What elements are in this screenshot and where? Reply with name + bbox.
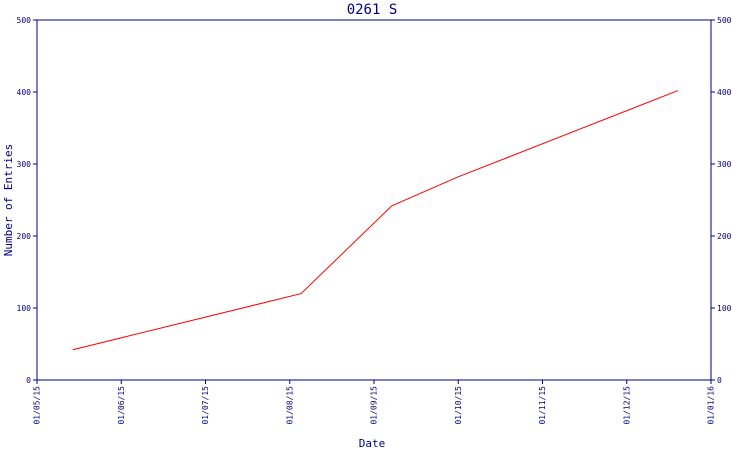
x-tick-label: 01/08/15: [285, 386, 294, 425]
x-tick-label: 01/05/15: [33, 386, 42, 425]
y-tick-label-left: 200: [17, 232, 32, 241]
chart-title: 0261 S: [347, 2, 398, 18]
x-tick-label: 01/11/15: [538, 386, 547, 425]
plot-frame: [36, 19, 712, 381]
x-tick-label: 01/12/15: [622, 386, 631, 425]
y-axis-label: Number of Entries: [2, 144, 15, 257]
x-tick-label: 01/06/15: [117, 386, 126, 425]
series-line-1: [72, 90, 679, 351]
y-tick-label-left: 400: [17, 88, 32, 97]
plot-border: [36, 19, 712, 381]
y-tick-label-left: 100: [17, 304, 32, 313]
y-axis-left: 0 100 200 300 400 500: [17, 16, 37, 385]
y-tick-label-right: 500: [717, 16, 732, 25]
x-axis-label: Date: [359, 437, 386, 450]
y-tick-label-right: 0: [717, 376, 722, 385]
series-layer: [72, 90, 679, 351]
y-tick-label-right: 100: [717, 304, 732, 313]
y-tick-label-right: 400: [717, 88, 732, 97]
x-tick-label: 01/09/15: [370, 386, 379, 425]
y-axis-right: 0 100 200 300 400 500: [711, 16, 732, 385]
y-tick-label-left: 0: [26, 376, 31, 385]
x-axis: 01/05/15 01/06/15 01/07/15 01/08/15 01/09/15…: [33, 380, 716, 425]
y-tick-label-left: 300: [17, 160, 32, 169]
x-tick-label: 01/01/16: [707, 386, 716, 425]
y-tick-label-right: 200: [717, 232, 732, 241]
x-tick-label: 01/10/15: [454, 386, 463, 425]
x-tick-label: 01/07/15: [201, 386, 210, 425]
y-tick-label-left: 500: [17, 16, 32, 25]
y-tick-label-right: 300: [717, 160, 732, 169]
